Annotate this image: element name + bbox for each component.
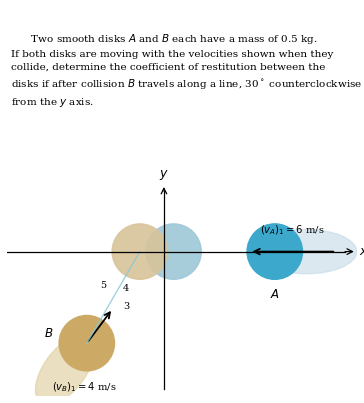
Ellipse shape: [256, 229, 357, 274]
Text: $(v_B)_1 = 4$ m/s: $(v_B)_1 = 4$ m/s: [52, 380, 117, 394]
Ellipse shape: [35, 334, 95, 403]
Text: 5: 5: [100, 281, 107, 290]
Circle shape: [247, 224, 302, 279]
Text: $A$: $A$: [270, 288, 280, 301]
Circle shape: [146, 224, 201, 279]
Text: $B$: $B$: [44, 327, 53, 340]
Text: $(v_A)_1 = 6$ m/s: $(v_A)_1 = 6$ m/s: [260, 224, 325, 237]
Text: $x$: $x$: [359, 245, 364, 258]
Circle shape: [59, 316, 115, 371]
Text: 3: 3: [123, 302, 129, 311]
Circle shape: [112, 224, 167, 279]
Text: Two smooth disks $A$ and $B$ each have a mass of 0.5 kg.
If both disks are movin: Two smooth disks $A$ and $B$ each have a…: [11, 32, 362, 109]
Text: $y$: $y$: [159, 168, 169, 182]
Text: 4: 4: [123, 284, 129, 293]
